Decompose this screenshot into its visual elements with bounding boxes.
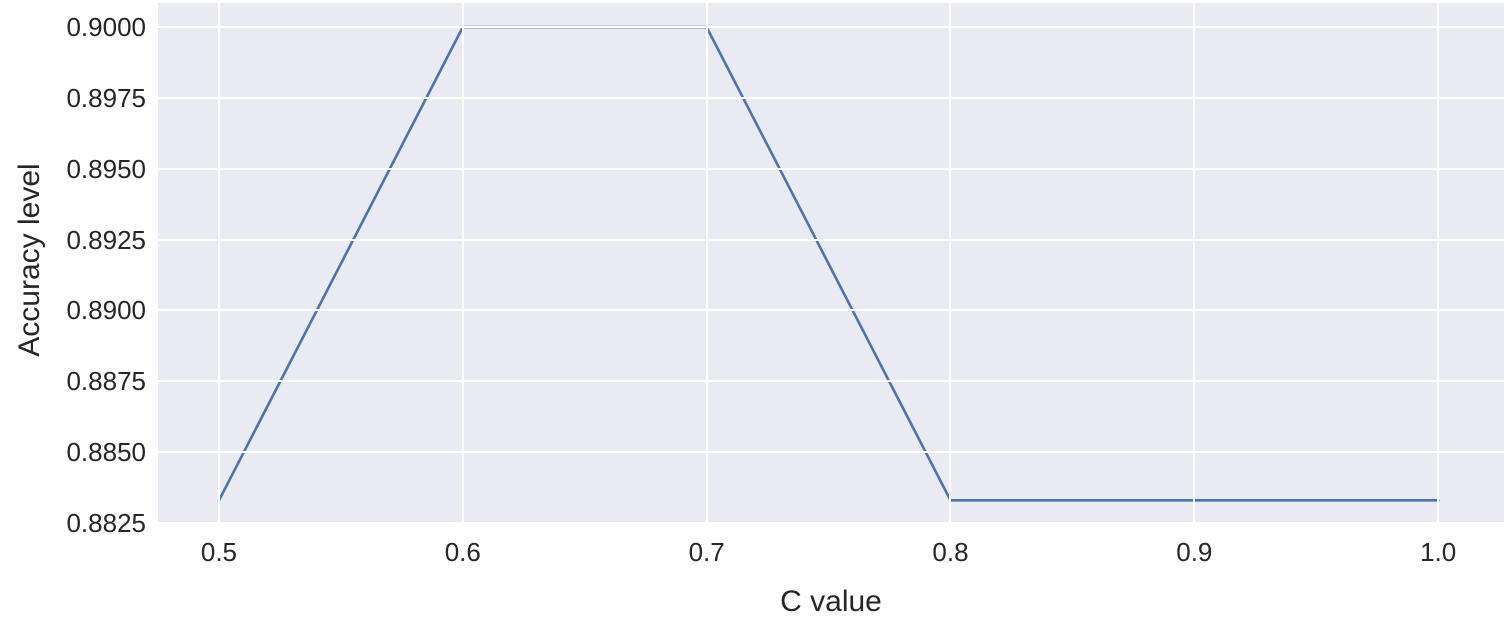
- x-gridline: [1193, 3, 1196, 523]
- y-tick-label: 0.8900: [66, 295, 146, 326]
- x-gridline: [461, 3, 464, 523]
- y-gridline: [158, 451, 1504, 454]
- x-gridline: [1437, 3, 1440, 523]
- y-tick-label: 0.8950: [66, 153, 146, 184]
- x-tick-label: 0.6: [444, 537, 481, 567]
- y-tick-label: 0.8925: [66, 224, 146, 255]
- y-tick-label: 0.8825: [66, 508, 146, 538]
- y-axis-label: Accuracy level: [13, 163, 46, 357]
- y-gridline: [158, 96, 1504, 99]
- y-gridline: [158, 522, 1504, 524]
- y-gridline: [158, 309, 1504, 312]
- x-gridline: [705, 3, 708, 523]
- y-gridline: [158, 238, 1504, 241]
- x-gridline: [217, 3, 220, 523]
- y-tick-label: 0.8975: [66, 82, 146, 113]
- y-gridline: [158, 26, 1504, 29]
- y-gridline: [158, 380, 1504, 383]
- x-tick-label: 0.8: [932, 537, 969, 567]
- y-tick-label: 0.8850: [66, 437, 146, 468]
- y-gridline: [158, 167, 1504, 170]
- x-axis-label: C value: [780, 585, 882, 618]
- x-tick-label: 0.9: [1176, 537, 1213, 567]
- plot-area: [158, 3, 1504, 524]
- x-tick-label: 0.7: [688, 537, 725, 567]
- x-gridline: [949, 3, 952, 523]
- y-tick-label: 0.8875: [66, 366, 146, 397]
- y-tick-label: 0.9000: [66, 12, 146, 43]
- x-tick-label: 0.5: [200, 537, 238, 567]
- accuracy-line-series: [217, 25, 1440, 502]
- x-tick-label: 1.0: [1420, 537, 1457, 567]
